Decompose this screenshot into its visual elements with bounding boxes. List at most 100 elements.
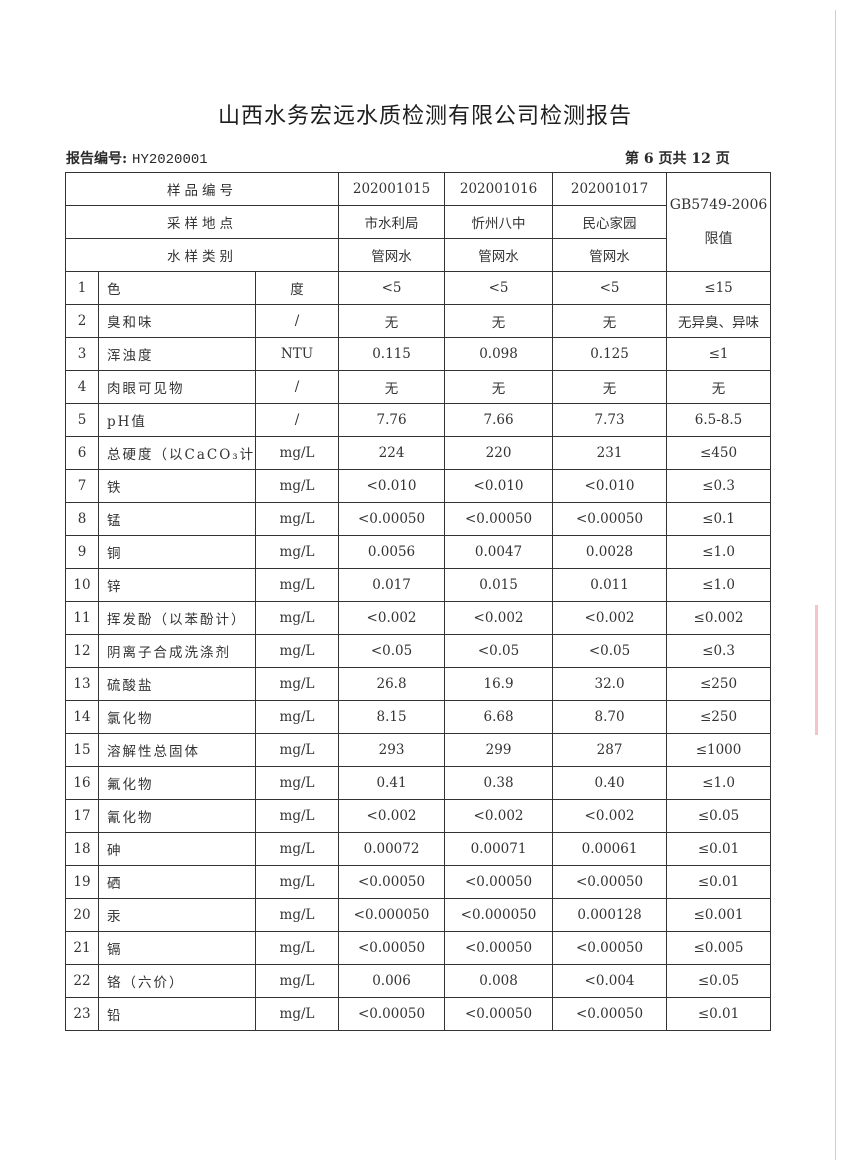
unit: mg/L <box>254 601 340 635</box>
table-row: 17 氰化物 mg/L <0.002 <0.002 <0.002 ≤0.05 <box>65 799 772 833</box>
sample-value: 无 <box>338 304 446 338</box>
sample-value: 无 <box>552 370 668 404</box>
sample-value: 0.125 <box>552 337 668 371</box>
water-type: 管网水 <box>444 238 554 272</box>
item-name: 氟化物 <box>98 766 256 800</box>
sample-value: 287 <box>552 733 668 767</box>
unit: / <box>254 370 340 404</box>
water-type: 管网水 <box>552 238 668 272</box>
item-name: 镉 <box>98 931 256 965</box>
limit-value: ≤0.05 <box>666 964 772 998</box>
report-title: 山西水务宏远水质检测有限公司检测报告 <box>217 104 632 129</box>
unit: mg/L <box>254 667 340 701</box>
sample-number: 202001017 <box>552 172 668 206</box>
limit-value: ≤0.002 <box>666 601 772 635</box>
unit: mg/L <box>254 766 340 800</box>
item-name: 臭和味 <box>98 304 256 338</box>
sample-value: 231 <box>552 436 668 470</box>
table-row: 16 氟化物 mg/L 0.41 0.38 0.40 ≤1.0 <box>65 766 772 800</box>
row-number: 12 <box>65 634 99 668</box>
limit-value: ≤0.01 <box>666 997 772 1031</box>
unit: 度 <box>254 271 340 305</box>
limit-value: 无异臭、异味 <box>666 304 772 338</box>
sample-value: 220 <box>444 436 554 470</box>
sample-value: <0.00050 <box>444 997 554 1031</box>
sample-value: <0.00050 <box>338 502 446 536</box>
sample-value: <0.002 <box>338 799 446 833</box>
table-row: 5 pH值/7.76 7.66 7.73 6.5-8.5 <box>65 403 772 437</box>
unit: / <box>254 403 340 437</box>
limit-value: ≤1.0 <box>666 535 772 569</box>
sample-number-row: 样品编号 202001015 202001016 202001017 GB574… <box>64 172 772 272</box>
sample-value: 0.0028 <box>552 535 668 569</box>
unit: mg/L <box>254 865 340 899</box>
unit: mg/L <box>254 700 340 734</box>
sample-value: <0.000050 <box>338 898 446 932</box>
limit-value: ≤0.001 <box>666 898 772 932</box>
sample-value: <0.00050 <box>338 997 446 1031</box>
results-table: 样品编号 202001015 202001016 202001017 GB574… <box>64 172 772 1031</box>
limit-value: ≤1000 <box>666 733 772 767</box>
report-number-label: 报告编号: <box>66 151 128 167</box>
sample-value: 299 <box>444 733 554 767</box>
sample-number-label: 样品编号 <box>64 172 340 206</box>
sample-value: 26.8 <box>338 667 446 701</box>
sample-value: 224 <box>338 436 446 470</box>
sample-value: <0.00050 <box>552 931 668 965</box>
sample-value: <0.00050 <box>552 997 668 1031</box>
page-edge <box>835 10 836 1160</box>
sample-location: 民心家园 <box>552 205 668 239</box>
report-number: 报告编号: HY2020001 <box>66 148 208 168</box>
water-type-row: 水样类别 管网水 管网水 管网水 <box>64 238 771 272</box>
sample-value: 0.011 <box>552 568 668 602</box>
item-name: 砷 <box>98 832 256 866</box>
sample-value: 8.70 <box>552 700 668 734</box>
item-name: 肉眼可见物 <box>98 370 256 404</box>
row-number: 3 <box>65 337 99 371</box>
unit: mg/L <box>254 997 340 1031</box>
table-row: 2 臭和味 / 无无无无异臭、异味 <box>65 304 772 338</box>
sample-value: 无 <box>444 304 554 338</box>
sample-value: 7.73 <box>552 403 668 437</box>
sample-value: <5 <box>444 271 554 305</box>
unit: mg/L <box>254 799 340 833</box>
sample-value: 0.00061 <box>552 832 668 866</box>
sample-value: 0.00071 <box>444 832 554 866</box>
table-row: 3 浑浊度 NTU 0.115 0.098 0.125 ≤1 <box>65 337 772 371</box>
sample-value: 无 <box>444 370 554 404</box>
sample-value: <0.00050 <box>444 931 554 965</box>
item-name: 氯化物 <box>98 700 256 734</box>
sample-number: 202001015 <box>338 172 446 206</box>
limit-value: ≤1.0 <box>666 568 772 602</box>
water-type: 管网水 <box>338 238 446 272</box>
row-number: 23 <box>65 997 99 1031</box>
table-row: 8 锰 mg/L <0.00050 <0.00050 <0.00050 ≤0.1 <box>65 502 772 536</box>
limit-value: ≤0.1 <box>666 502 772 536</box>
sample-value: <0.00050 <box>552 865 668 899</box>
sample-value: 7.76 <box>338 403 446 437</box>
limit-value: ≤0.01 <box>666 865 772 899</box>
row-number: 5 <box>65 403 99 437</box>
limit-value: ≤0.3 <box>666 634 772 668</box>
sample-value: 8.15 <box>338 700 446 734</box>
row-number: 9 <box>65 535 99 569</box>
row-number: 10 <box>65 568 99 602</box>
sample-value: <0.00050 <box>338 931 446 965</box>
item-name: 阴离子合成洗涤剂 <box>98 634 256 668</box>
table-row: 13 硫酸盐 mg/L 26.8 16.9 32.0 ≤250 <box>65 667 772 701</box>
item-name: 锌 <box>98 568 256 602</box>
limit-value: ≤15 <box>666 271 772 305</box>
location-label: 采样地点 <box>64 205 340 239</box>
row-number: 8 <box>65 502 99 536</box>
unit: mg/L <box>254 898 340 932</box>
sample-value: 0.008 <box>444 964 554 998</box>
row-number: 14 <box>65 700 99 734</box>
item-name: pH值 <box>98 403 256 437</box>
limit-value: 无 <box>666 370 772 404</box>
unit: mg/L <box>254 964 340 998</box>
unit: mg/L <box>254 931 340 965</box>
table-row: 9 铜 mg/L 0.0056 0.0047 0.0028 ≤1.0 <box>65 535 772 569</box>
table-row: 18 砷 mg/L 0.00072 0.00071 0.00061 ≤0.01 <box>65 832 772 866</box>
row-number: 13 <box>65 667 99 701</box>
sample-value: 7.66 <box>444 403 554 437</box>
